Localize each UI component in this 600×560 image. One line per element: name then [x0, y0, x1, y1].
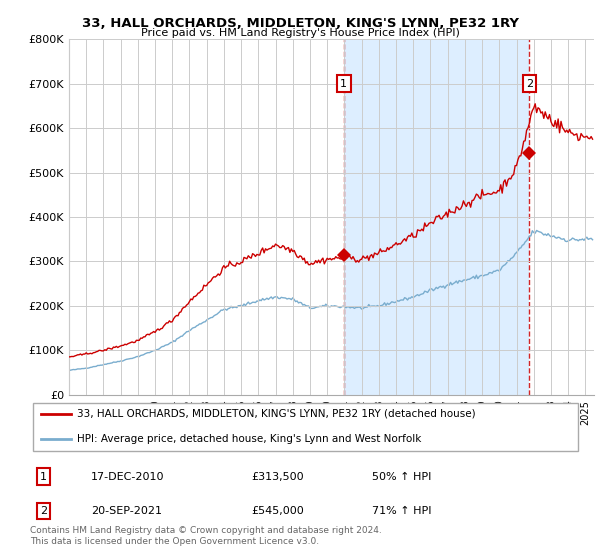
Text: £313,500: £313,500: [251, 472, 304, 482]
Text: 33, HALL ORCHARDS, MIDDLETON, KING'S LYNN, PE32 1RY (detached house): 33, HALL ORCHARDS, MIDDLETON, KING'S LYN…: [77, 409, 476, 419]
Text: 50% ↑ HPI: 50% ↑ HPI: [372, 472, 431, 482]
Text: 20-SEP-2021: 20-SEP-2021: [91, 506, 162, 516]
FancyBboxPatch shape: [33, 403, 578, 451]
Text: 2: 2: [40, 506, 47, 516]
Text: 1: 1: [340, 78, 347, 88]
Text: 71% ↑ HPI: 71% ↑ HPI: [372, 506, 432, 516]
Bar: [344, 39, 529, 395]
Text: 33, HALL ORCHARDS, MIDDLETON, KING'S LYNN, PE32 1RY: 33, HALL ORCHARDS, MIDDLETON, KING'S LYN…: [82, 17, 518, 30]
Text: Contains HM Land Registry data © Crown copyright and database right 2024.
This d: Contains HM Land Registry data © Crown c…: [30, 526, 382, 546]
Text: £545,000: £545,000: [251, 506, 304, 516]
Text: Price paid vs. HM Land Registry's House Price Index (HPI): Price paid vs. HM Land Registry's House …: [140, 28, 460, 38]
Text: 17-DEC-2010: 17-DEC-2010: [91, 472, 164, 482]
Text: HPI: Average price, detached house, King's Lynn and West Norfolk: HPI: Average price, detached house, King…: [77, 433, 421, 444]
Text: 1: 1: [40, 472, 47, 482]
Text: 2: 2: [526, 78, 533, 88]
